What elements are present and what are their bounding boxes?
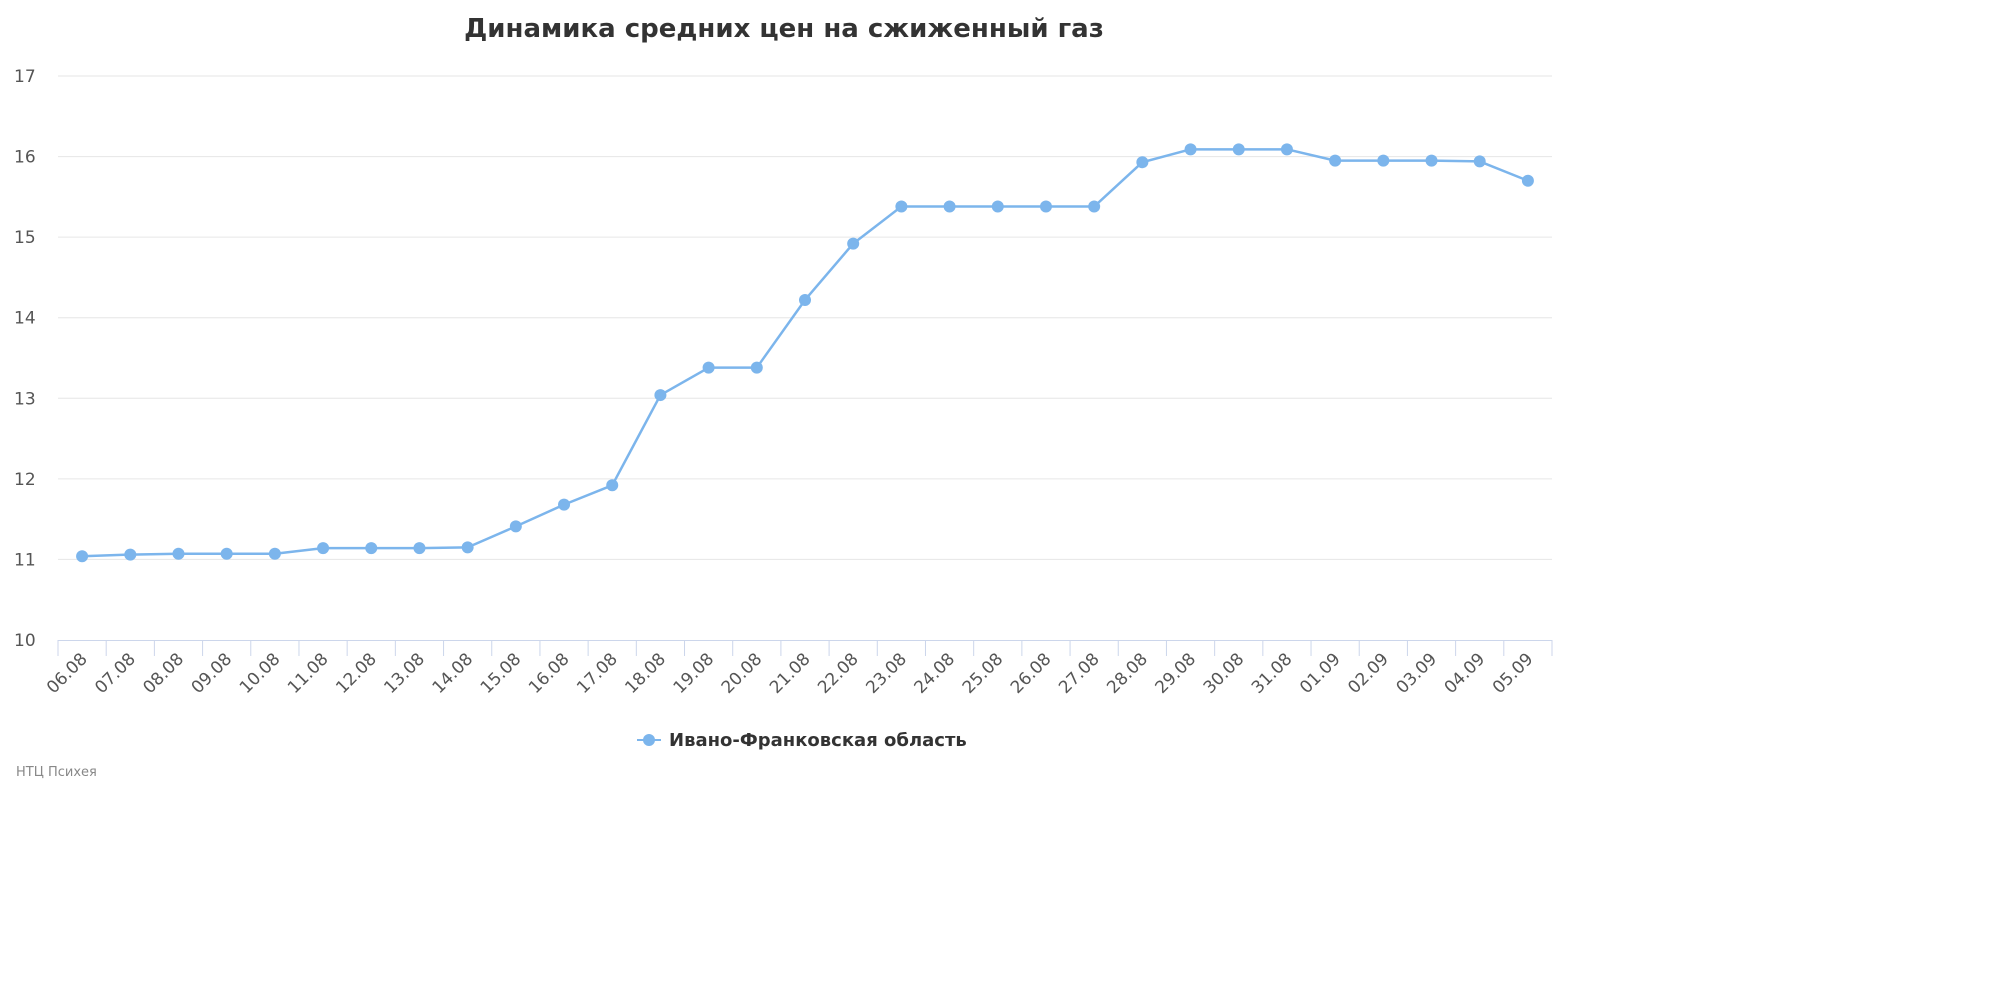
- data-point[interactable]: [1232, 143, 1245, 156]
- data-point[interactable]: [509, 520, 522, 533]
- data-point[interactable]: [654, 389, 667, 402]
- y-tick-label: 13: [14, 389, 36, 409]
- y-axis-ticks: 10 11 12 13 14 15 16 17: [14, 67, 36, 651]
- data-point[interactable]: [413, 542, 426, 555]
- y-tick-label: 10: [14, 631, 36, 651]
- x-tick-label: 18.08: [621, 649, 670, 698]
- x-tick-label: 03.09: [1392, 649, 1441, 698]
- x-tick-label: 27.08: [1055, 649, 1104, 698]
- data-point[interactable]: [1184, 143, 1197, 156]
- x-tick-label: 14.08: [429, 649, 478, 698]
- data-point[interactable]: [1329, 154, 1342, 167]
- data-point[interactable]: [1136, 156, 1149, 169]
- x-tick-label: 16.08: [525, 649, 574, 698]
- x-tick-label: 22.08: [814, 649, 863, 698]
- x-tick-label: 25.08: [959, 649, 1008, 698]
- line-chart: Динамика средних цен на сжиженный газ 10…: [14, 14, 1553, 780]
- legend-label: Ивано-Франковская область: [669, 730, 967, 751]
- data-point[interactable]: [606, 479, 619, 492]
- data-point[interactable]: [1473, 155, 1486, 168]
- data-point[interactable]: [991, 200, 1004, 213]
- data-point[interactable]: [317, 542, 330, 555]
- legend-marker-icon: [643, 734, 655, 746]
- x-tick-label: 19.08: [670, 649, 719, 698]
- x-tick-label: 29.08: [1152, 649, 1201, 698]
- x-tick-label: 28.08: [1103, 649, 1152, 698]
- data-point[interactable]: [847, 237, 860, 250]
- chart-title: Динамика средних цен на сжиженный газ: [464, 14, 1104, 44]
- x-tick-label: 04.09: [1441, 649, 1490, 698]
- x-tick-label: 01.09: [1296, 649, 1345, 698]
- data-point[interactable]: [124, 548, 137, 561]
- x-tick-label: 24.08: [911, 649, 960, 698]
- data-point[interactable]: [76, 550, 89, 563]
- data-point[interactable]: [1377, 154, 1390, 167]
- x-tick-label: 15.08: [477, 649, 526, 698]
- data-point[interactable]: [750, 361, 763, 374]
- y-tick-label: 15: [14, 228, 36, 248]
- x-tick-label: 23.08: [862, 649, 911, 698]
- x-tick-label: 07.08: [91, 649, 140, 698]
- x-tick-label: 10.08: [236, 649, 285, 698]
- data-point[interactable]: [1280, 143, 1293, 156]
- x-tick-label: 11.08: [284, 649, 333, 698]
- y-tick-label: 16: [14, 148, 36, 168]
- x-tick-label: 31.08: [1248, 649, 1297, 698]
- series-layer: [76, 143, 1534, 563]
- x-tick-label: 26.08: [1007, 649, 1056, 698]
- x-tick-label: 02.09: [1344, 649, 1393, 698]
- data-point[interactable]: [1425, 154, 1438, 167]
- x-tick-label: 06.08: [43, 649, 92, 698]
- x-tick-label: 08.08: [139, 649, 188, 698]
- y-tick-label: 11: [14, 550, 36, 570]
- x-tick-label: 13.08: [380, 649, 429, 698]
- data-point[interactable]: [1521, 174, 1534, 187]
- data-point[interactable]: [558, 498, 571, 511]
- series-line: [82, 148, 1529, 558]
- legend[interactable]: Ивано-Франковская область: [637, 730, 967, 751]
- x-tick-label: 30.08: [1200, 649, 1249, 698]
- x-tick-label: 12.08: [332, 649, 381, 698]
- data-point[interactable]: [365, 542, 378, 555]
- gridlines: [58, 75, 1552, 560]
- x-tick-label: 17.08: [573, 649, 622, 698]
- y-tick-label: 14: [14, 309, 36, 329]
- x-tick-label: 21.08: [766, 649, 815, 698]
- data-point[interactable]: [702, 361, 715, 374]
- x-axis: 06.08 07.08 08.08 09.08 10.08 11.08 12.08 13.08…: [43, 640, 1553, 698]
- x-tick-label: 20.08: [718, 649, 767, 698]
- y-tick-label: 17: [14, 67, 36, 87]
- data-point[interactable]: [268, 547, 281, 560]
- data-point[interactable]: [1039, 200, 1052, 213]
- data-point[interactable]: [172, 547, 185, 560]
- x-tick-label: 05.09: [1489, 649, 1538, 698]
- data-point[interactable]: [461, 541, 474, 554]
- data-point[interactable]: [895, 200, 908, 213]
- data-point[interactable]: [220, 547, 233, 560]
- chart-credit[interactable]: НТЦ Психея: [16, 765, 97, 780]
- data-point[interactable]: [799, 293, 811, 306]
- x-tick-label: 09.08: [188, 649, 237, 698]
- data-point[interactable]: [943, 200, 956, 213]
- y-tick-label: 12: [14, 470, 36, 490]
- data-point[interactable]: [1088, 200, 1101, 213]
